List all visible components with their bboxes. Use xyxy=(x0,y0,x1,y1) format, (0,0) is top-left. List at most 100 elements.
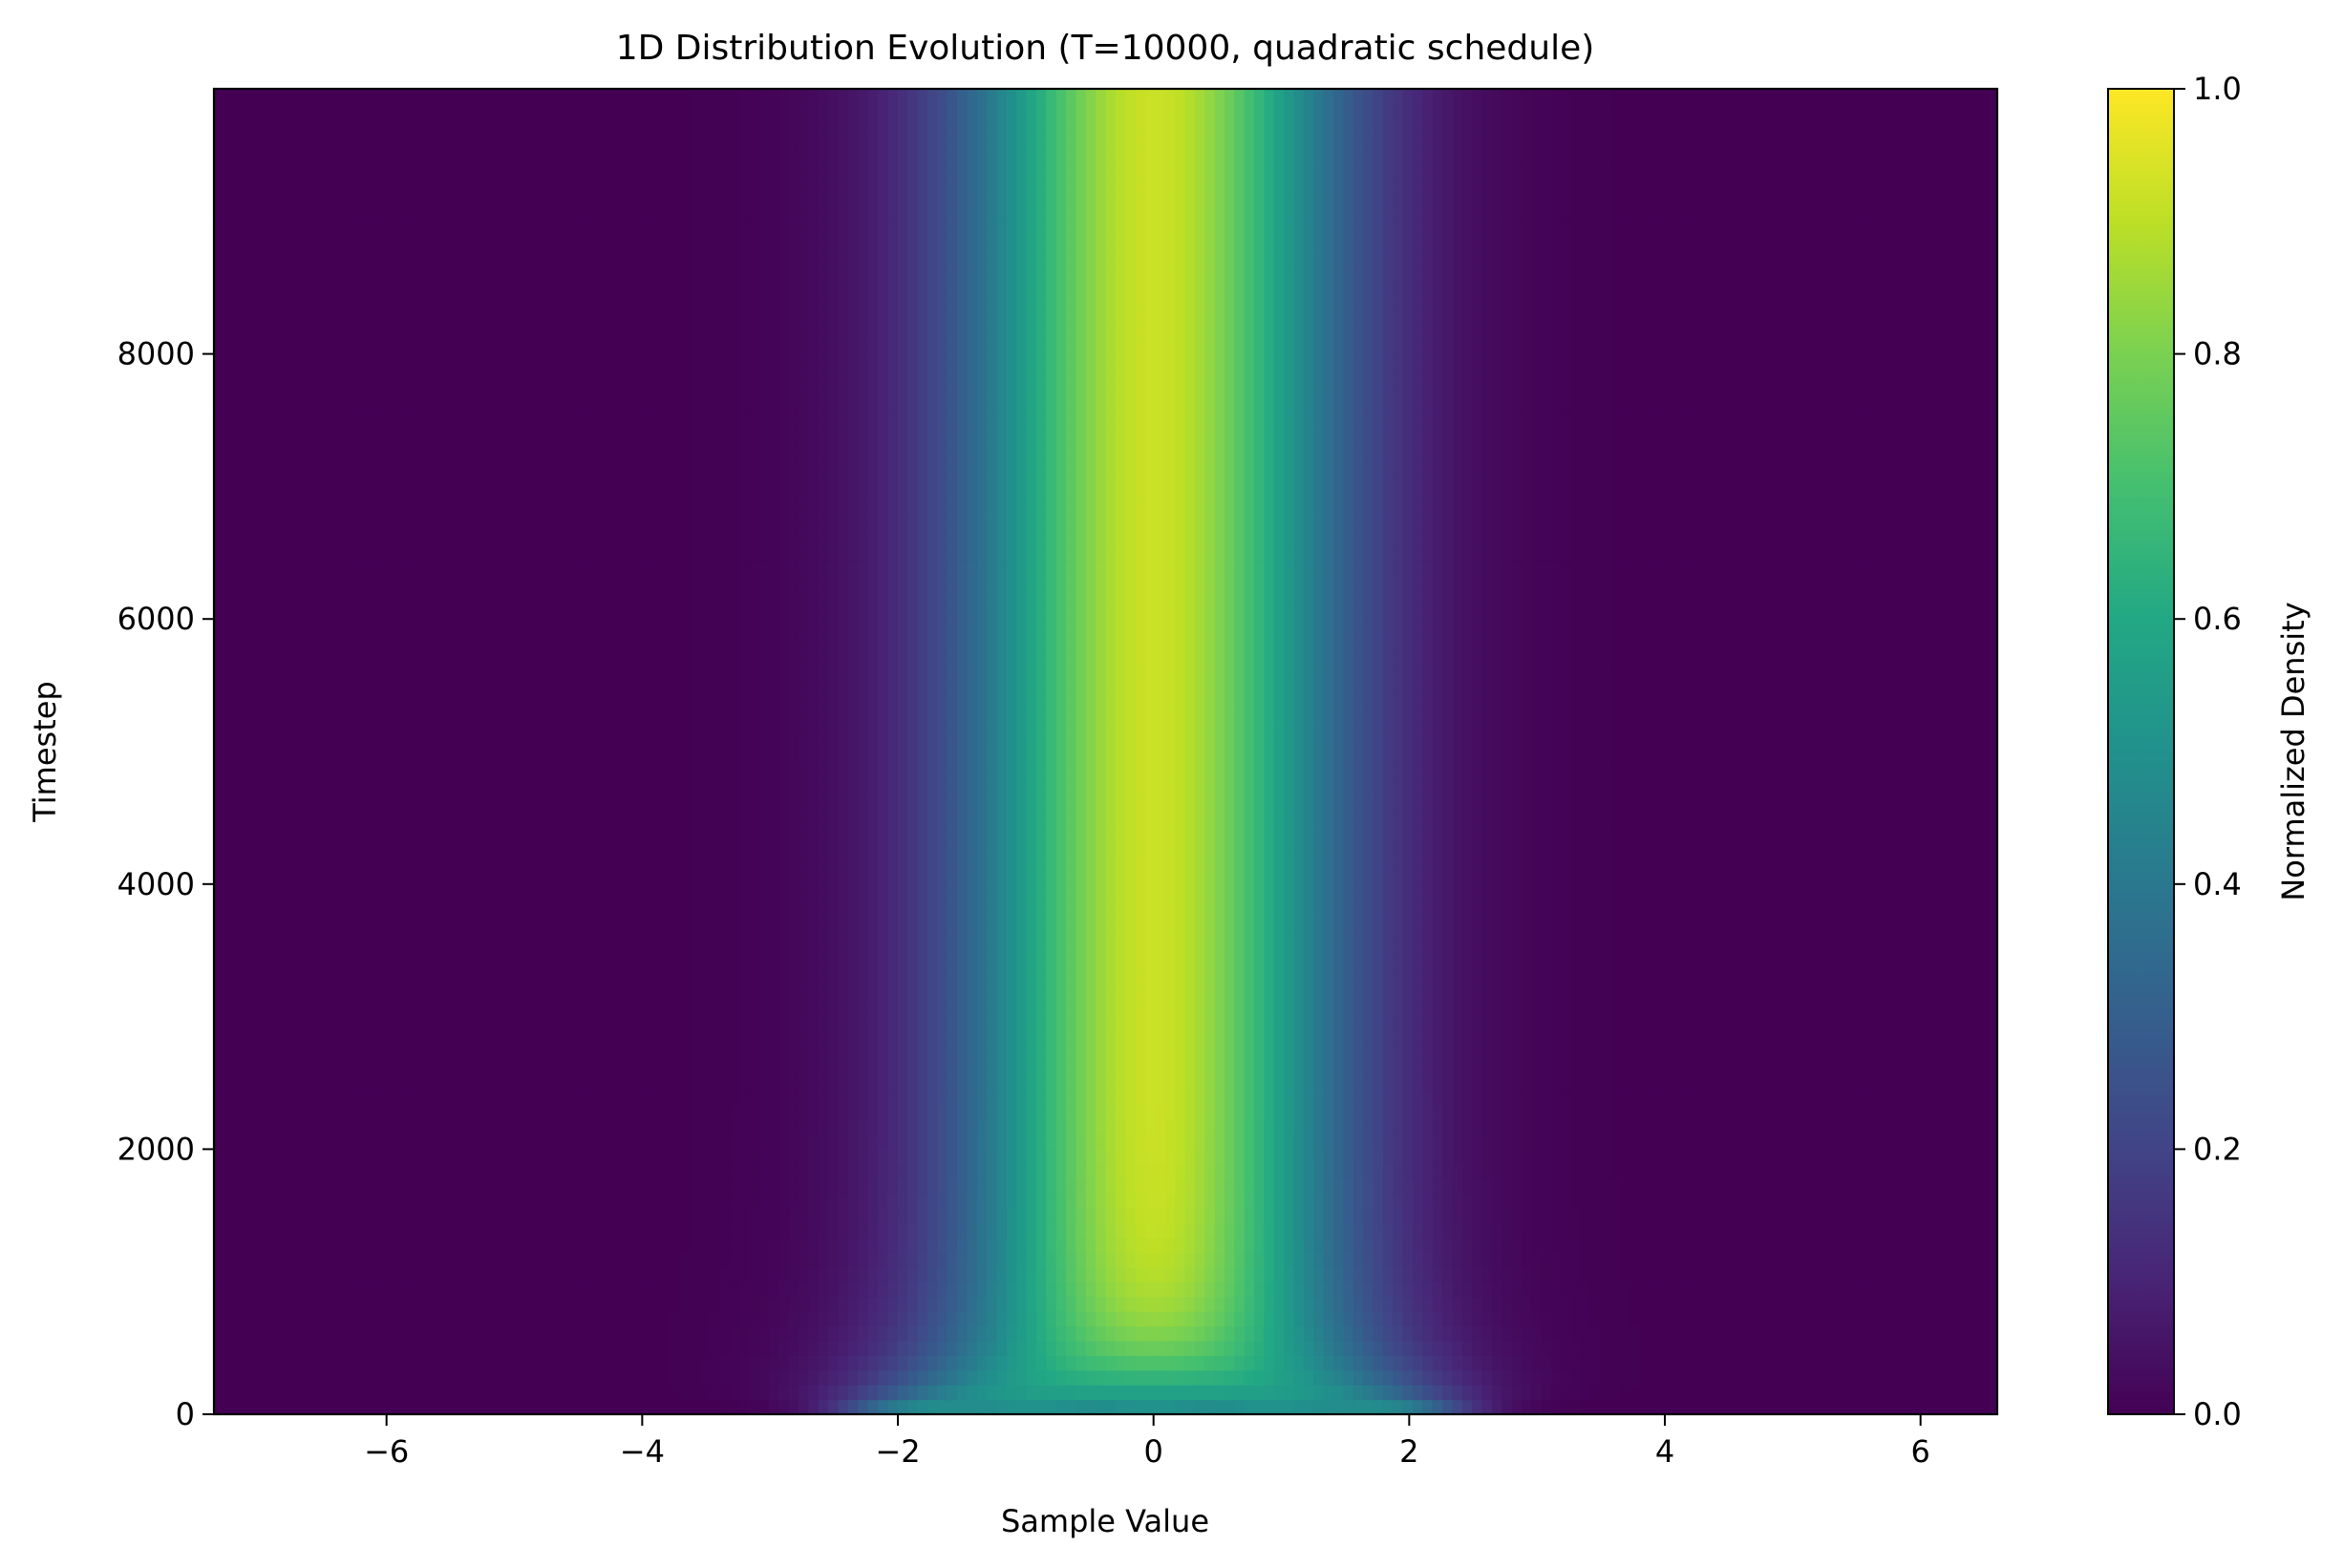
heatmap-cell xyxy=(362,1031,373,1048)
heatmap-cell xyxy=(828,1031,840,1048)
heatmap-cell xyxy=(788,1355,799,1371)
heatmap-cell xyxy=(1828,1105,1840,1121)
heatmap-cell xyxy=(1293,1149,1305,1165)
heatmap-cell xyxy=(1264,1369,1275,1386)
heatmap-cell xyxy=(1472,1075,1483,1091)
heatmap-cell xyxy=(1948,1325,1959,1342)
heatmap-cell xyxy=(1987,1296,1998,1312)
heatmap-cell xyxy=(1887,1296,1899,1312)
heatmap-cell xyxy=(1313,1252,1325,1268)
heatmap-cell xyxy=(1363,1105,1374,1121)
heatmap-cell xyxy=(1055,1060,1067,1076)
heatmap-cell xyxy=(352,1178,364,1195)
heatmap-cell xyxy=(1848,1016,1860,1032)
heatmap-cell xyxy=(1522,1355,1533,1371)
heatmap-cell xyxy=(1918,1296,1928,1312)
heatmap-cell xyxy=(609,1355,621,1371)
heatmap-cell xyxy=(244,1119,255,1135)
heatmap-cell xyxy=(1402,1311,1414,1327)
heatmap-cell xyxy=(907,1178,919,1195)
heatmap-cell xyxy=(1779,1046,1790,1062)
heatmap-cell xyxy=(1422,1296,1434,1312)
heatmap-cell xyxy=(1363,1252,1374,1268)
heatmap-cell xyxy=(224,1369,235,1386)
heatmap-cell xyxy=(1511,1296,1523,1312)
heatmap-cell xyxy=(1699,1075,1711,1091)
heatmap-cell xyxy=(927,1046,938,1062)
heatmap-cell xyxy=(1066,1193,1076,1209)
heatmap-cell xyxy=(1293,1090,1305,1106)
heatmap-cell xyxy=(1957,1385,1969,1401)
heatmap-cell xyxy=(689,1399,700,1415)
heatmap-cell xyxy=(1155,1369,1166,1386)
heatmap-cell xyxy=(749,1134,760,1150)
heatmap-cell xyxy=(372,1060,383,1076)
heatmap-cell xyxy=(1105,1046,1117,1062)
heatmap-cell xyxy=(1472,1340,1483,1356)
heatmap-cell xyxy=(650,1325,661,1342)
heatmap-cell xyxy=(917,1266,928,1282)
heatmap-cell xyxy=(828,1163,840,1179)
heatmap-cell xyxy=(352,1119,364,1135)
heatmap-cell xyxy=(679,1105,691,1121)
heatmap-cell xyxy=(1808,1178,1820,1195)
heatmap-cell xyxy=(1273,1149,1285,1165)
heatmap-cell xyxy=(233,1369,245,1386)
heatmap-cell xyxy=(629,1222,641,1239)
heatmap-cell xyxy=(1144,1193,1156,1209)
heatmap-cell xyxy=(1264,1325,1275,1342)
heatmap-cell xyxy=(1046,1296,1057,1312)
heatmap-cell xyxy=(1461,1222,1473,1239)
heatmap-cell xyxy=(441,1016,453,1032)
heatmap-cell xyxy=(818,1355,829,1371)
heatmap-cell xyxy=(650,1208,661,1224)
heatmap-cell xyxy=(501,1002,512,1018)
heatmap-cell xyxy=(937,1282,948,1298)
heatmap-cell xyxy=(907,1399,919,1415)
heatmap-cell xyxy=(640,1178,650,1195)
heatmap-cell xyxy=(1402,1163,1414,1179)
heatmap-cell xyxy=(530,1252,542,1268)
heatmap-cell xyxy=(1502,1002,1513,1018)
heatmap-cell xyxy=(1541,1193,1552,1209)
heatmap-cell xyxy=(987,1355,997,1371)
heatmap-cell xyxy=(600,1178,611,1195)
heatmap-cell xyxy=(1541,1355,1552,1371)
heatmap-cell xyxy=(263,1002,274,1018)
heatmap-cell xyxy=(1303,1208,1314,1224)
heatmap-cell xyxy=(1184,1060,1196,1076)
heatmap-cell xyxy=(1759,1252,1771,1268)
heatmap-cell xyxy=(718,1222,730,1239)
heatmap-cell xyxy=(1382,1369,1394,1386)
heatmap-cell xyxy=(1254,1311,1266,1327)
heatmap-cell xyxy=(1719,1340,1731,1356)
heatmap-cell xyxy=(1432,1266,1443,1282)
heatmap-cell xyxy=(372,1163,383,1179)
heatmap-cell xyxy=(1918,1046,1928,1062)
heatmap-cell xyxy=(1739,1369,1751,1386)
heatmap-cell xyxy=(679,1385,691,1401)
heatmap-cell xyxy=(1570,1282,1582,1298)
heatmap-cell xyxy=(1066,1075,1076,1091)
heatmap-cell xyxy=(1502,1296,1513,1312)
heatmap-cell xyxy=(1353,1369,1364,1386)
heatmap-cell xyxy=(1957,1075,1969,1091)
heatmap-cell xyxy=(828,1149,840,1165)
heatmap-cell xyxy=(709,1266,720,1282)
heatmap-cell xyxy=(729,1060,740,1076)
heatmap-cell xyxy=(1670,1178,1681,1195)
heatmap-cell xyxy=(1254,1178,1266,1195)
heatmap-cell xyxy=(1531,1046,1543,1062)
heatmap-cell xyxy=(1937,1090,1949,1106)
heatmap-cell xyxy=(1828,1193,1840,1209)
heatmap-cell xyxy=(1660,1222,1672,1239)
heatmap-cell xyxy=(312,1046,324,1062)
heatmap-cell xyxy=(1382,1399,1394,1415)
heatmap-cell xyxy=(530,1163,542,1179)
heatmap-cell xyxy=(1868,1296,1880,1312)
heatmap-cell xyxy=(214,1163,224,1179)
heatmap-cell xyxy=(798,1016,809,1032)
heatmap-cell xyxy=(887,1399,899,1415)
heatmap-cell xyxy=(1055,1222,1067,1239)
heatmap-cell xyxy=(1977,1355,1989,1371)
